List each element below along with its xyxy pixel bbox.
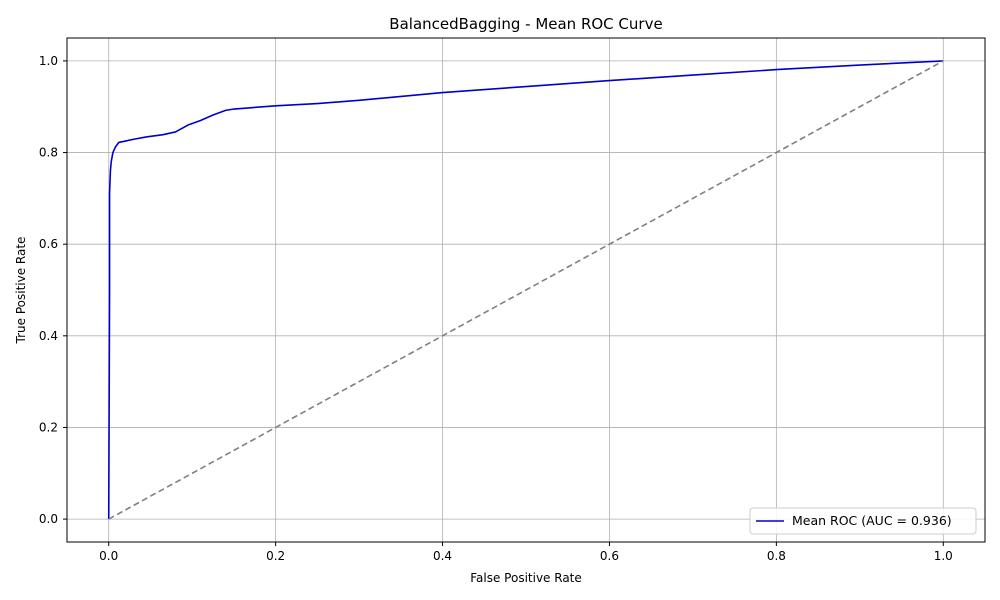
series-layer (107, 60, 944, 520)
chart-title: BalancedBagging - Mean ROC Curve (389, 15, 662, 33)
x-tick-label: 0.4 (433, 549, 452, 563)
x-axis-label: False Positive Rate (470, 571, 582, 585)
mean-roc-line (107, 60, 944, 520)
y-tick-label: 0.8 (39, 146, 58, 160)
x-tick-label: 0.2 (266, 549, 285, 563)
chance-diagonal-line (108, 60, 944, 520)
x-tick-label: 0.8 (767, 549, 786, 563)
x-tick-label: 0.0 (99, 549, 118, 563)
y-tick-label: 0.2 (39, 420, 58, 434)
y-tick-label: 0.4 (39, 329, 58, 343)
grid-layer (67, 38, 985, 542)
plot-frame (66, 37, 986, 543)
legend-entry-label: Mean ROC (AUC = 0.936) (792, 513, 952, 528)
axes-layer: 0.0 0.2 0.4 0.6 0.8 1.0 0.0 0.2 0.4 0.6 0.8 1.0 (39, 37, 986, 563)
y-axis-label: True Positive Rate (14, 237, 28, 345)
y-tick-label: 0.6 (39, 237, 58, 251)
y-tick-label: 1.0 (39, 54, 58, 68)
x-tick-label: 0.6 (600, 549, 619, 563)
y-tick-label: 0.0 (39, 512, 58, 526)
legend: Mean ROC (AUC = 0.936) (749, 507, 977, 535)
x-tick-label: 1.0 (934, 549, 953, 563)
legend-box (749, 507, 977, 535)
